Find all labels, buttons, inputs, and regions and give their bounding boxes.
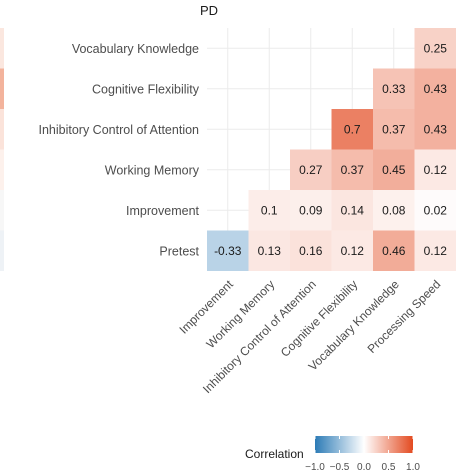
edge-sliver (0, 68, 4, 109)
heatmap-cell (414, 190, 456, 231)
heatmap-cell (331, 149, 373, 190)
y-tick-label: Working Memory (105, 163, 200, 177)
heatmap-cell (373, 109, 415, 150)
edge-sliver (0, 109, 4, 150)
cell-value-label: 0.27 (299, 163, 323, 177)
y-tick-label: Inhibitory Control of Attention (38, 123, 199, 137)
cell-value-label: 0.09 (299, 203, 323, 217)
cell-value-label: 0.02 (424, 203, 448, 217)
legend-tick-label: 0.5 (382, 462, 396, 473)
edge-sliver (0, 28, 4, 69)
cropped-left-panel-edge (0, 28, 4, 271)
cell-value-label: 0.12 (424, 244, 448, 258)
cell-value-label: 0.33 (382, 82, 406, 96)
cell-value-label: 0.12 (341, 244, 365, 258)
legend-tick-label: −0.5 (330, 462, 350, 473)
cell-value-label: 0.43 (424, 122, 448, 136)
heatmap-cell (414, 149, 456, 190)
heatmap-cell (331, 109, 373, 150)
cell-value-label: 0.37 (341, 163, 365, 177)
legend-tick-label: −1.0 (305, 462, 325, 473)
edge-sliver (0, 149, 4, 190)
y-tick-label: Cognitive Flexibility (92, 82, 200, 96)
cell-value-label: 0.25 (424, 41, 448, 55)
cell-value-label: 0.37 (382, 122, 406, 136)
cell-value-label: -0.33 (214, 244, 242, 258)
legend-tick-label: 0.0 (357, 462, 371, 473)
legend-tick-label: 1.0 (406, 462, 420, 473)
cell-value-label: 0.14 (341, 203, 365, 217)
heatmap-cell (331, 190, 373, 231)
cell-value-label: 0.16 (299, 244, 323, 258)
edge-sliver (0, 230, 4, 271)
edge-sliver (0, 190, 4, 231)
x-tick-label: Cognitive Flexibility (278, 277, 361, 360)
heatmap-cell (373, 149, 415, 190)
heatmap-cell (414, 28, 456, 69)
heatmap-cell (331, 230, 373, 271)
heatmap-cell (373, 230, 415, 271)
chart-title: PD (200, 3, 218, 18)
y-tick-label: Pretest (159, 244, 199, 258)
heatmap-cell (207, 230, 249, 271)
cell-value-label: 0.43 (424, 82, 448, 96)
heatmap-cell (373, 190, 415, 231)
heatmap-cell (248, 230, 290, 271)
heatmap-cell (290, 230, 332, 271)
legend-colorbar (315, 436, 413, 453)
y-tick-label: Vocabulary Knowledge (72, 42, 199, 56)
y-axis-labels: Vocabulary Knowledge Cognitive Flexibilit… (38, 42, 199, 259)
heatmap-cell (290, 190, 332, 231)
heatmap-cell (414, 68, 456, 109)
cell-value-label: 0.1 (261, 203, 278, 217)
heatmap-cell (414, 230, 456, 271)
cell-value-label: 0.7 (344, 122, 361, 136)
heatmap-cell (290, 149, 332, 190)
cell-value-label: 0.12 (424, 163, 448, 177)
cell-value-label: 0.45 (382, 163, 406, 177)
heatmap-cell (414, 109, 456, 150)
cell-value-label: 0.13 (258, 244, 282, 258)
legend-title: Correlation (245, 447, 304, 461)
y-tick-label: Improvement (126, 204, 199, 218)
heatmap-cells: 0.25 0.33 0.43 0.7 0.37 0.43 0.27 0.37 0.45 0.12 0… (207, 28, 456, 271)
heatmap-cell (373, 68, 415, 109)
color-legend: Correlation −1.0 −0.5 0.0 0.5 1.0 (245, 436, 420, 473)
heatmap-cell (248, 190, 290, 231)
x-tick-label: Processing Speed (365, 277, 444, 356)
cell-value-label: 0.46 (382, 244, 406, 258)
cell-value-label: 0.08 (382, 203, 406, 217)
